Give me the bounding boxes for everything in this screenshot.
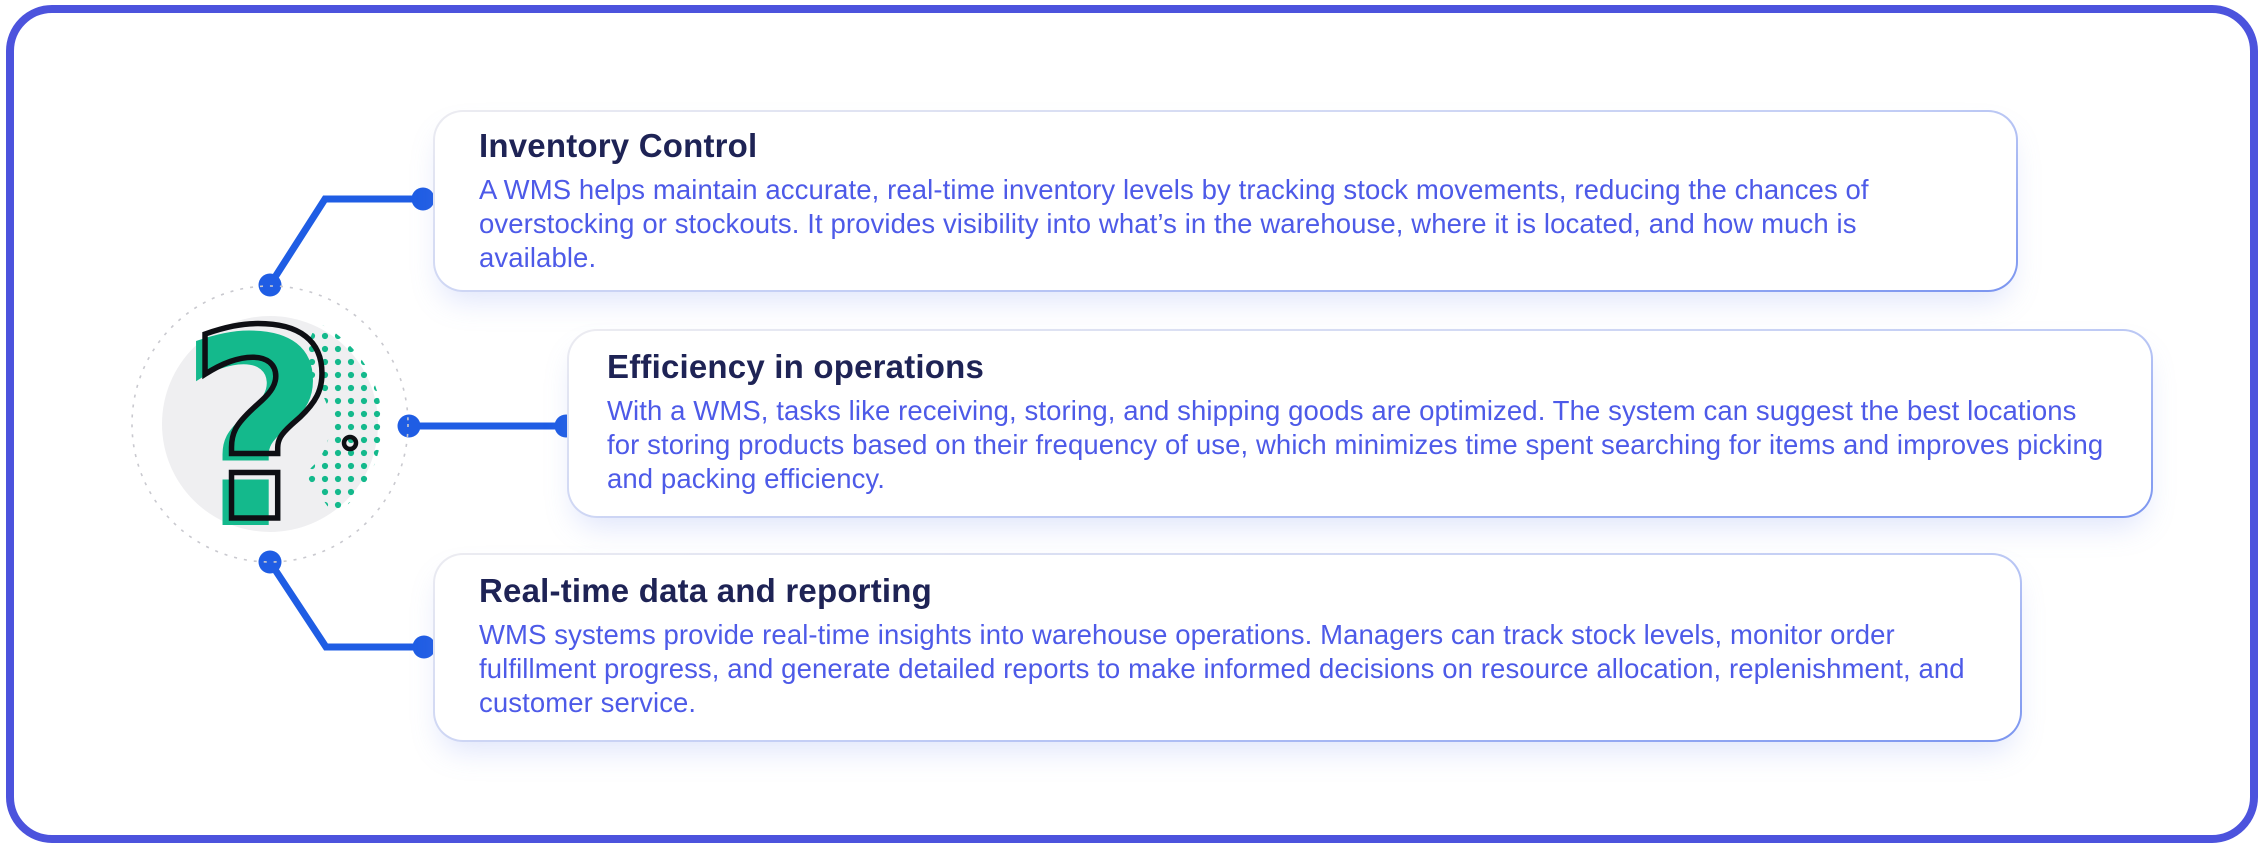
connector-dot: [412, 635, 436, 659]
halftone-dots: [295, 322, 383, 516]
question-mark-graphic: ? ?: [131, 272, 409, 587]
question-glyph: ?: [178, 282, 330, 570]
card-inventory-control: Inventory Control A WMS helps maintain a…: [433, 110, 2018, 292]
connector-line-bottom: [267, 560, 424, 651]
connector-dot: [554, 414, 578, 438]
connector-dot: [258, 550, 282, 574]
connector-line-top: [267, 195, 423, 287]
question-mark-icon: ? ?: [124, 272, 416, 587]
card-efficiency-in-operations: Efficiency in operations With a WMS, tas…: [567, 329, 2153, 518]
dashed-ring: [131, 285, 409, 563]
connector-dot: [411, 187, 435, 211]
card-title: Real-time data and reporting: [479, 572, 933, 609]
card-body: A WMS helps maintain accurate, real-time…: [479, 174, 1869, 273]
card-body: With a WMS, tasks like receiving, storin…: [607, 395, 2104, 494]
connector-dot: [258, 273, 282, 297]
degree-ring-icon: [341, 434, 359, 452]
card-title: Efficiency in operations: [607, 348, 985, 385]
card-title: Inventory Control: [479, 127, 758, 164]
connector-dot: [397, 414, 421, 438]
card-body: WMS systems provide real-time insights i…: [479, 619, 1965, 718]
question-glyph-outline: ?: [187, 278, 339, 570]
card-real-time-data-and-reporting: Real-time data and reporting WMS systems…: [433, 553, 2022, 742]
